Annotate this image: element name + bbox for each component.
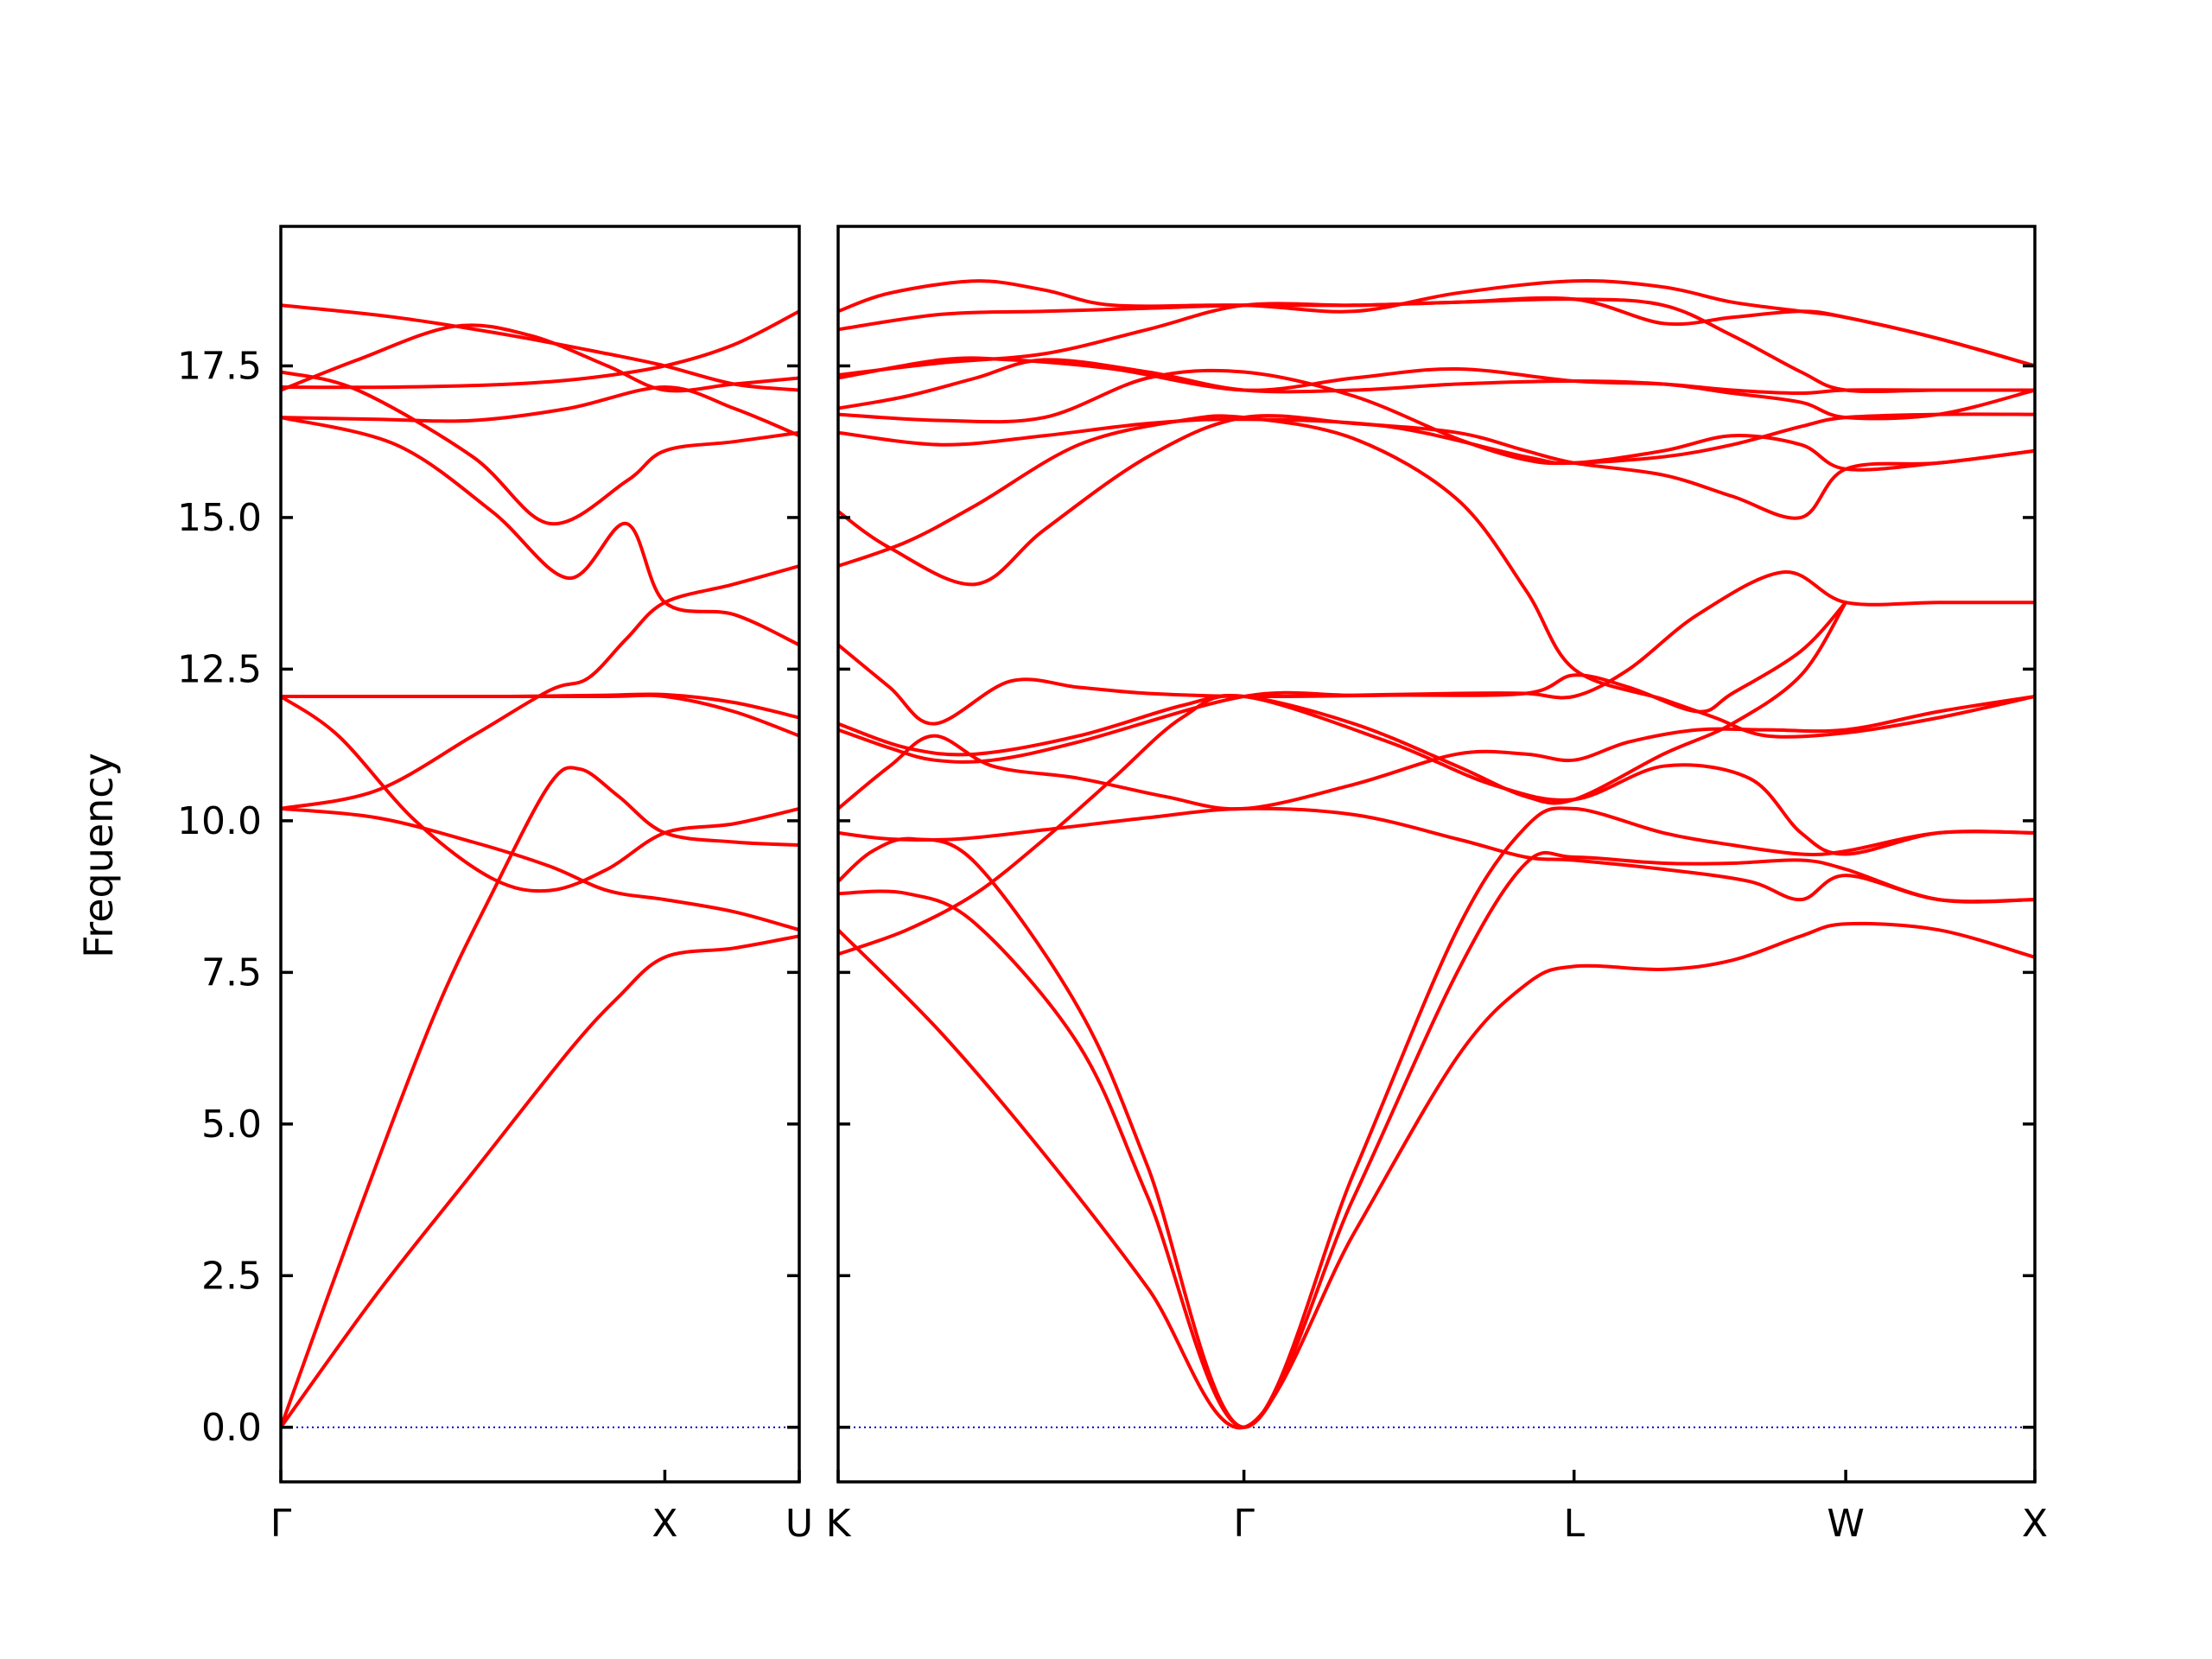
y-tick-label: 17.5 [177,344,262,388]
band-line-3 [281,806,799,932]
left-panel [279,225,801,1484]
y-tick-label: 10.0 [177,799,262,843]
y-tick-label: 5.0 [201,1103,262,1147]
plot-panels: 0.0 2.5 5.0 7.5 10.0 12.5 15.0 17.5 Γ X U K Γ L W X [177,225,2048,1546]
left-panel-frame [279,225,801,1484]
left-panel-bands [281,303,799,1429]
x-tick-label: L [1563,1502,1585,1546]
x-tick-label: U [785,1502,813,1546]
band-line-13 [838,368,2035,466]
band-line-2 [281,766,799,1429]
band-line-7 [281,693,799,738]
x-tick-label: K [826,1502,852,1546]
band-line-3 [838,806,2035,1429]
band-line-18 [838,279,2035,368]
band-line-2 [838,850,2035,1429]
band-line-11 [281,309,799,390]
x-tick-label: X [2022,1502,2048,1546]
right-panel-bands [838,279,2035,1430]
band-line-9 [281,370,799,526]
y-axis-label: Frequency [75,753,122,958]
x-tick-label: Γ [270,1502,292,1546]
band-line-10 [838,414,2035,739]
y-tick-label: 15.0 [177,496,262,540]
band-line-4 [281,695,799,893]
band-line-13 [281,303,799,392]
y-tick-label: 12.5 [177,647,262,691]
band-line-11 [838,414,2035,587]
band-line-1 [281,934,799,1429]
band-line-6 [838,695,2035,811]
x-tick-label: Γ [1233,1502,1255,1546]
band-line-9 [838,601,1848,726]
y-tick-label: 2.5 [201,1254,262,1298]
band-line-4 [838,694,2035,957]
band-line-8 [838,570,2035,764]
band-line-8 [281,416,799,647]
band-line-14 [838,358,2035,421]
x-tick-label: X [652,1502,677,1546]
x-tick-label: W [1827,1502,1865,1546]
band-line-7 [838,601,1848,805]
y-tick-label: 7.5 [201,950,262,995]
right-panel [836,225,2037,1484]
band-line-5 [281,564,799,810]
y-tick-label: 0.0 [201,1406,262,1450]
right-panel-frame [836,225,2037,1484]
band-line-5 [838,806,2035,904]
band-line-10 [281,385,799,438]
band-line-12 [838,417,2035,472]
band-line-1 [838,921,2035,1430]
